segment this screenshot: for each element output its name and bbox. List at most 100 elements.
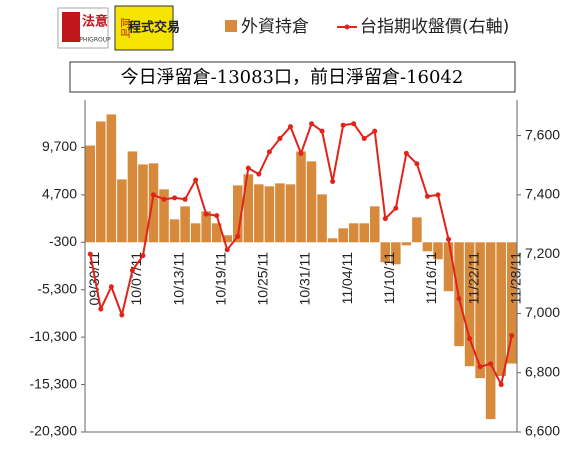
x-tick-label: 11/28/11 xyxy=(507,252,523,305)
line-marker xyxy=(403,150,409,156)
line-marker xyxy=(424,193,430,199)
line-marker xyxy=(498,382,504,388)
line-marker xyxy=(245,165,251,171)
line-marker xyxy=(372,128,378,134)
line-marker xyxy=(309,121,315,127)
y2-tick-label: 7,400 xyxy=(525,186,560,202)
y2-tick-label: 6,800 xyxy=(525,363,560,379)
line-marker xyxy=(266,149,272,155)
legend-swatch xyxy=(225,20,237,32)
bar xyxy=(254,184,264,243)
line-marker xyxy=(108,284,114,290)
bar xyxy=(211,223,222,243)
line-marker xyxy=(509,333,515,339)
bar xyxy=(327,238,338,243)
y-tick-label: 9,700 xyxy=(42,138,77,154)
bar xyxy=(422,242,433,252)
y-tick-label: -300 xyxy=(49,233,77,249)
bar xyxy=(348,223,359,243)
bar xyxy=(380,242,391,263)
bar xyxy=(391,242,401,265)
x-tick-label: 11/04/11 xyxy=(339,252,355,305)
y2-tick-label: 6,600 xyxy=(525,423,560,439)
line-marker xyxy=(172,195,178,201)
line-marker xyxy=(414,161,420,167)
bar xyxy=(127,151,138,243)
line-marker xyxy=(161,196,167,202)
bar xyxy=(485,242,496,420)
chart-title: 今日淨留倉-13083口，前日淨留倉-16042 xyxy=(121,67,464,88)
line-marker xyxy=(393,205,399,211)
bar xyxy=(401,242,412,246)
bar xyxy=(443,242,454,292)
line-marker xyxy=(319,128,325,134)
y2-tick-label: 7,200 xyxy=(525,245,560,261)
bar xyxy=(148,163,159,243)
line-marker xyxy=(287,124,293,130)
bar xyxy=(506,242,517,364)
line-marker xyxy=(351,121,357,127)
line-marker xyxy=(129,267,135,273)
bar xyxy=(496,242,506,377)
line-marker xyxy=(456,296,462,302)
line-marker xyxy=(298,150,304,156)
logo-side: 阿叫 xyxy=(118,18,130,39)
bar xyxy=(264,186,275,243)
x-tick-label: 10/19/11 xyxy=(212,252,228,306)
x-tick-label: 10/25/11 xyxy=(255,252,271,306)
line-marker xyxy=(340,122,346,128)
bar xyxy=(190,223,201,243)
x-tick-label: 10/13/11 xyxy=(170,252,186,306)
bar xyxy=(85,145,96,243)
bar xyxy=(106,114,117,243)
line-marker xyxy=(119,312,125,318)
line-marker xyxy=(193,177,199,183)
bar xyxy=(475,242,485,379)
x-tick-label: 10/07/11 xyxy=(128,252,144,306)
line-marker xyxy=(277,136,283,142)
logo-sub: PHIGROUP xyxy=(79,37,111,44)
line-marker xyxy=(182,196,188,202)
bar xyxy=(338,228,348,243)
bar xyxy=(169,219,180,243)
legend-label: 外資持倉 xyxy=(241,17,309,37)
y-tick-label: -10,300 xyxy=(30,328,78,344)
y-tick-label: -15,300 xyxy=(30,375,78,391)
bar xyxy=(464,242,475,367)
line-marker xyxy=(330,179,336,185)
bar xyxy=(275,183,285,243)
line-marker xyxy=(256,171,262,177)
line-marker xyxy=(446,236,452,242)
line-marker xyxy=(140,253,146,259)
line-marker xyxy=(98,306,104,312)
x-tick-label: 10/31/11 xyxy=(297,252,313,306)
y-tick-label: 4,700 xyxy=(42,186,77,202)
y-tick-label: -5,300 xyxy=(37,280,77,296)
bar xyxy=(243,174,254,243)
line-marker xyxy=(477,364,483,370)
bar xyxy=(159,189,169,243)
logo-text: 程式交易 xyxy=(128,20,180,36)
legend-marker xyxy=(344,24,350,30)
bar xyxy=(285,184,296,243)
bar xyxy=(180,206,190,243)
title-box xyxy=(69,61,516,93)
y2-tick-label: 7,600 xyxy=(525,126,560,142)
bar xyxy=(369,206,380,243)
logo-icon xyxy=(62,12,80,42)
line-marker xyxy=(435,192,441,198)
y-tick-label: -20,300 xyxy=(30,423,78,439)
bar xyxy=(201,211,211,243)
bar xyxy=(412,217,422,243)
line-marker xyxy=(488,361,494,367)
line-marker xyxy=(235,233,241,239)
logo-box xyxy=(114,5,174,51)
x-tick-label: 11/22/11 xyxy=(465,252,481,305)
bar xyxy=(222,235,233,243)
bar xyxy=(96,121,106,243)
bar xyxy=(317,194,327,243)
bar xyxy=(433,242,443,260)
bar xyxy=(233,185,243,243)
line-marker xyxy=(361,136,367,142)
y2-tick-label: 7,000 xyxy=(525,304,560,320)
